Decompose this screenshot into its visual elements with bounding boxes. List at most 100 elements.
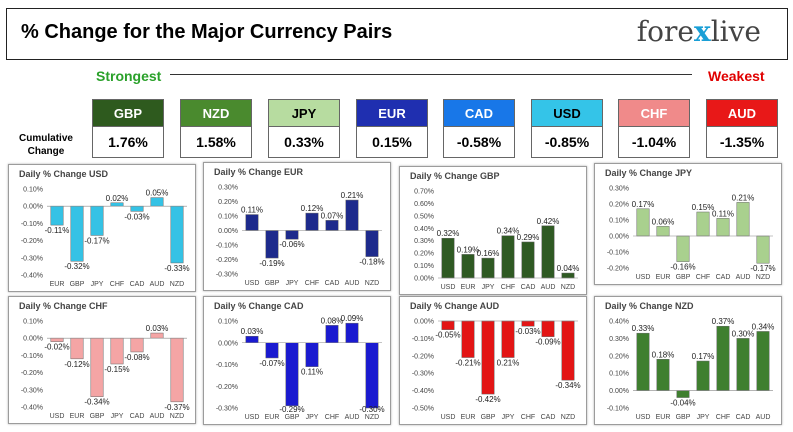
bar-cad — [130, 205, 144, 212]
bar-gbp — [676, 390, 690, 398]
bar-chf — [325, 325, 339, 343]
y-tick-label: 0.30% — [414, 238, 434, 245]
chart-title: Daily % Change JPY — [605, 168, 692, 178]
x-tick-label: NZD — [170, 281, 184, 288]
bar-cad — [716, 218, 730, 237]
x-tick-label: CAD — [541, 414, 556, 421]
bar-usd — [636, 332, 650, 391]
data-label: 0.17% — [632, 200, 655, 209]
y-tick-label: 0.10% — [218, 319, 238, 326]
forexlive-logo: forexlive — [637, 15, 761, 48]
bar-chart: Daily % Change JPY 0.30% 0.20% 0.10% 0.00% -0… — [605, 168, 776, 281]
y-tick-label: -0.50% — [412, 406, 434, 413]
x-tick-label: GBP — [70, 281, 85, 288]
currency-code: AUD — [706, 99, 778, 127]
data-label: 0.16% — [477, 249, 500, 258]
x-tick-label: USD — [636, 414, 651, 421]
y-tick-label: 0.20% — [609, 202, 629, 209]
x-tick-label: GBP — [676, 414, 691, 421]
bar-gbp — [265, 230, 279, 259]
weakest-label: Weakest — [708, 68, 765, 84]
y-tick-label: 0.10% — [23, 319, 43, 326]
x-tick-label: CHF — [501, 284, 515, 291]
bar-aud — [756, 331, 770, 391]
y-tick-label: 0.30% — [609, 186, 629, 193]
bar-jpy — [285, 230, 299, 240]
x-tick-label: EUR — [461, 284, 476, 291]
data-label: 0.33% — [632, 324, 655, 333]
data-label: 0.15% — [692, 203, 715, 212]
logo-prefix: fore — [636, 15, 694, 48]
data-label: 0.11% — [712, 209, 734, 218]
ranking-cell-gbp: GBP 1.76% — [92, 99, 164, 158]
bar-chf — [521, 320, 535, 327]
y-tick-label: 0.00% — [218, 228, 238, 235]
bar-aud — [541, 225, 555, 279]
x-tick-label: JPY — [111, 413, 124, 420]
data-label: 0.07% — [321, 211, 344, 220]
y-tick-label: -0.10% — [21, 353, 43, 360]
data-label: 0.21% — [341, 191, 364, 200]
y-tick-label: 0.30% — [609, 336, 629, 343]
y-tick-label: -0.30% — [412, 371, 434, 378]
ranking-cell-usd: USD -0.85% — [531, 99, 603, 158]
bar-jpy — [696, 360, 710, 391]
x-tick-label: JPY — [306, 414, 319, 421]
x-tick-label: USD — [441, 414, 456, 421]
y-tick-label: -0.40% — [21, 405, 43, 412]
logo-x: x — [693, 15, 711, 48]
data-label: -0.08% — [124, 353, 149, 362]
strongest-label: Strongest — [96, 68, 162, 84]
currency-code: NZD — [180, 99, 252, 127]
y-tick-label: 0.40% — [609, 319, 629, 326]
x-tick-label: NZD — [170, 413, 184, 420]
bar-gbp — [481, 320, 495, 395]
y-tick-label: 0.00% — [23, 336, 43, 343]
x-tick-label: AUD — [756, 414, 771, 421]
y-tick-label: -0.20% — [607, 266, 629, 273]
currency-code: GBP — [92, 99, 164, 127]
data-label: -0.21% — [455, 359, 480, 368]
chart-title: Daily % Change CAD — [214, 301, 304, 311]
data-label: -0.03% — [124, 212, 149, 221]
bar-cad — [325, 220, 339, 231]
chart-title: Daily % Change GBP — [410, 171, 500, 181]
bar-usd — [245, 214, 259, 231]
cumulative-label-line-1: Cumulative — [19, 133, 73, 144]
y-tick-label: 0.10% — [609, 218, 629, 225]
bar-aud — [345, 199, 359, 231]
y-tick-label: -0.20% — [412, 353, 434, 360]
ranking-line — [170, 74, 692, 75]
y-tick-label: -0.10% — [607, 250, 629, 257]
data-label: 0.08% — [321, 316, 344, 325]
bar-jpy — [90, 205, 104, 236]
data-label: -0.30% — [359, 405, 384, 414]
data-label: -0.16% — [670, 263, 695, 272]
bar-nzd — [170, 205, 184, 264]
bar-gbp — [70, 205, 84, 262]
y-tick-label: -0.10% — [216, 362, 238, 369]
bar-jpy — [481, 257, 495, 279]
header-banner: % Change for the Major Currency Pairs fo… — [6, 8, 788, 60]
bar-gbp — [285, 342, 299, 407]
data-label: 0.11% — [241, 206, 263, 215]
data-label: -0.34% — [84, 398, 109, 407]
bar-chart: Daily % Change NZD 0.40% 0.30% 0.20% 0.10% 0.… — [605, 301, 774, 421]
chart-title: Daily % Change CHF — [19, 301, 108, 311]
data-label: -0.32% — [64, 262, 89, 271]
data-label: 0.11% — [301, 368, 323, 377]
data-label: -0.02% — [44, 343, 69, 352]
x-tick-label: CHF — [110, 281, 124, 288]
x-tick-label: CHF — [325, 414, 339, 421]
x-tick-label: AUD — [736, 274, 751, 281]
chart-title: Daily % Change EUR — [214, 167, 304, 177]
bar-nzd — [756, 235, 770, 264]
cumulative-value: -1.35% — [706, 127, 778, 158]
bar-nzd — [365, 342, 379, 409]
x-tick-label: JPY — [482, 284, 495, 291]
cumulative-value: 1.76% — [92, 127, 164, 158]
x-tick-label: AUD — [150, 413, 165, 420]
cumulative-value: 0.33% — [268, 127, 340, 158]
bar-eur — [70, 337, 84, 360]
y-tick-label: 0.50% — [414, 213, 434, 220]
